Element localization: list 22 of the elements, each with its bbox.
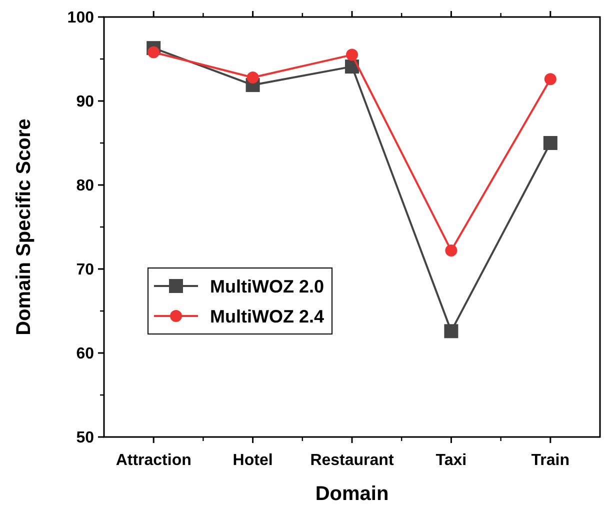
point	[246, 71, 259, 84]
x-tick-label: Restaurant	[310, 452, 394, 469]
legend-label: MultiWOZ 2.0	[210, 276, 324, 296]
point	[148, 46, 160, 58]
point	[445, 244, 458, 257]
y-tick-label: 70	[76, 262, 94, 279]
point	[544, 73, 556, 86]
point	[346, 48, 358, 61]
y-axis-title: Domain Specific Score	[13, 118, 35, 336]
x-tick-label: Attraction	[116, 452, 192, 469]
y-tick-label: 60	[76, 346, 94, 363]
y-tick-label: 90	[76, 94, 94, 111]
point	[444, 324, 458, 338]
x-tick-label: Train	[531, 452, 570, 469]
x-axis-title: Domain	[315, 483, 389, 505]
y-tick-label: 100	[67, 10, 94, 27]
y-tick-label: 50	[76, 430, 94, 447]
legend-label: MultiWOZ 2.4	[210, 306, 324, 326]
y-tick-label: 80	[76, 178, 94, 195]
point	[543, 136, 558, 150]
x-tick-label: Taxi	[436, 452, 467, 469]
x-tick-label: Hotel	[232, 452, 273, 469]
